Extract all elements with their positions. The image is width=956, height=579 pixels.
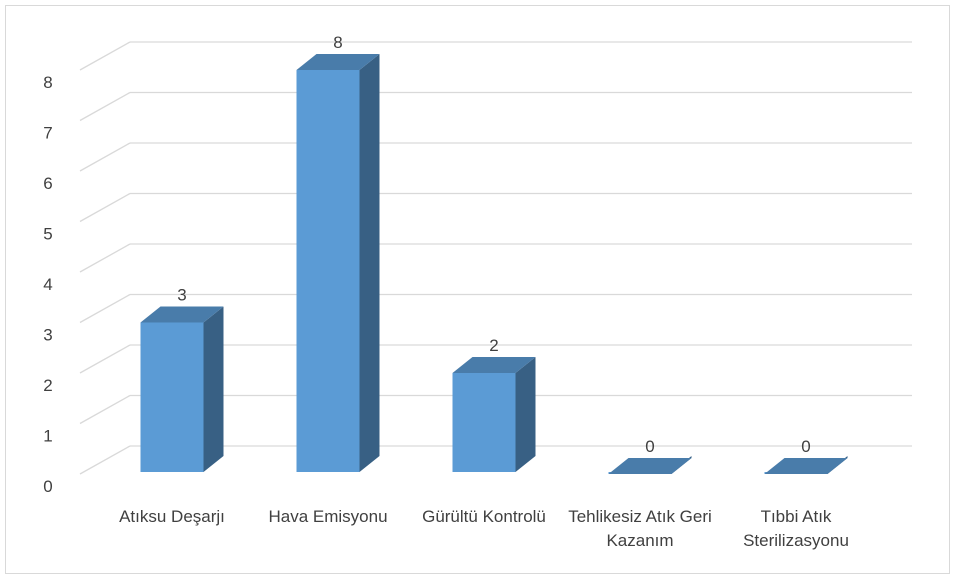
chart-frame	[5, 5, 950, 574]
grid-line	[79, 394, 131, 425]
bar-top	[296, 54, 380, 70]
x-tick-label: Tıbbi Atık Sterilizasyonu	[743, 507, 849, 550]
grid-line	[79, 344, 131, 374]
grid-line	[79, 293, 131, 324]
y-tick-label: 0	[43, 477, 52, 496]
x-tick-label: Atıksu Deşarjı	[119, 507, 225, 526]
y-tick-label: 5	[43, 225, 52, 244]
y-tick-label: 4	[43, 275, 52, 294]
value-label: 0	[801, 437, 810, 456]
grid-line	[79, 192, 131, 223]
bar-front	[452, 373, 516, 472]
x-tick-label: Hava Emisyonu	[268, 507, 388, 526]
bar-side	[203, 306, 224, 472]
x-tick-label: Gürültü Kontrolü	[422, 507, 546, 526]
grid-line	[79, 243, 131, 273]
bar-top	[140, 306, 224, 323]
grid-line	[79, 445, 131, 475]
value-label: 2	[489, 336, 498, 355]
value-label: 0	[645, 437, 654, 456]
y-tick-label: 3	[43, 326, 52, 345]
bar-side	[359, 54, 380, 472]
grid-line	[79, 41, 131, 71]
bar-top	[764, 458, 848, 474]
bar-top	[452, 357, 536, 373]
value-label: 3	[177, 286, 186, 305]
y-tick-label: 6	[43, 174, 52, 193]
bar-side	[515, 357, 536, 472]
grid-line	[79, 91, 131, 122]
bar-front	[140, 322, 204, 472]
y-tick-label: 2	[43, 376, 52, 395]
bar-top	[608, 458, 692, 474]
value-label: 8	[333, 33, 342, 52]
x-tick-label: Tehlikesiz Atık Geri Kazanım	[568, 507, 712, 550]
y-tick-label: 7	[43, 124, 52, 143]
bar-front	[296, 70, 360, 472]
y-tick-label: 1	[43, 427, 52, 446]
y-tick-label: 8	[43, 73, 52, 92]
grid-line	[79, 142, 131, 172]
